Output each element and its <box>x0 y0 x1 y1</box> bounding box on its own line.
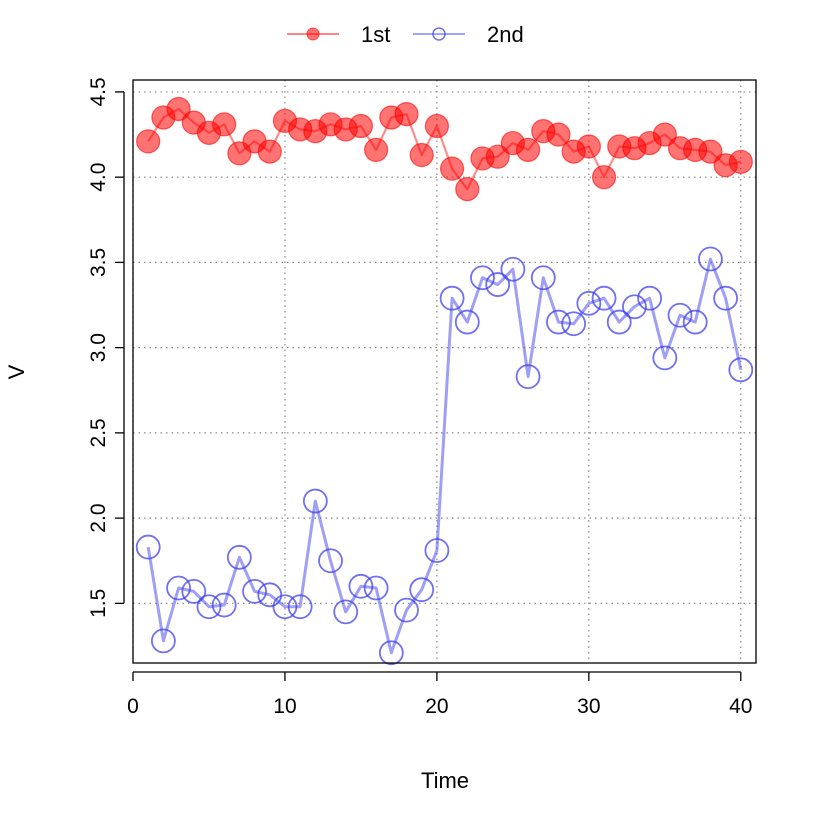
series-2-point <box>682 309 708 335</box>
series-2-point <box>561 311 587 337</box>
series-2-point <box>287 594 313 620</box>
series-2-point <box>454 309 480 335</box>
series-1-point <box>728 149 753 174</box>
series-1-point <box>409 142 434 168</box>
series-2-point <box>333 599 359 625</box>
series-1-point <box>424 113 450 139</box>
series-1-point <box>698 139 723 164</box>
series-1-point <box>455 176 480 202</box>
legend-label-2: 2nd <box>487 22 524 47</box>
series-2-point <box>226 544 252 570</box>
series-1-point <box>515 137 541 162</box>
series-2-point <box>424 538 450 563</box>
series-1-point <box>591 165 617 190</box>
series-2-point <box>348 573 374 599</box>
series-2-point <box>135 534 161 560</box>
series-2-point <box>196 594 222 620</box>
y-tick-label: 3.5 <box>87 248 110 277</box>
series-2-point <box>728 357 754 383</box>
series-2-point <box>409 577 435 603</box>
series-1-point <box>394 101 419 127</box>
series-2-point <box>622 294 647 320</box>
series-2-point <box>591 285 617 311</box>
series-2-point <box>698 246 723 272</box>
series-2-point <box>394 597 419 623</box>
series-1-point <box>136 129 161 154</box>
series-1-point <box>364 137 389 162</box>
x-tick-label: 30 <box>577 695 600 718</box>
x-tick-label: 20 <box>425 695 448 718</box>
series-1-point <box>166 96 191 122</box>
series-2-point <box>515 364 541 390</box>
x-tick-label: 10 <box>273 695 296 718</box>
y-tick-label: 3.0 <box>87 333 110 362</box>
y-tick-label: 1.5 <box>87 589 110 618</box>
x-tick-label: 40 <box>729 695 752 718</box>
series-2-point <box>272 594 298 620</box>
y-tick-label: 2.0 <box>87 504 110 533</box>
x-axis-title: Time <box>421 768 469 793</box>
legend-marker-2 <box>432 27 446 41</box>
series-2-point <box>485 272 511 297</box>
series-layer <box>135 96 754 666</box>
series-1-point <box>257 139 282 164</box>
series-2-point <box>439 285 465 311</box>
y-axis-title: V <box>4 364 29 379</box>
series-2-point <box>530 265 556 291</box>
series-2-point <box>546 309 571 335</box>
series-2-point <box>606 309 632 335</box>
series-2-point <box>257 582 283 608</box>
series-2-point <box>302 488 328 514</box>
series-1-point <box>652 122 677 147</box>
y-tick-label: 4.0 <box>87 163 110 192</box>
y-tick-label: 2.5 <box>87 418 110 447</box>
y-tick-label: 4.5 <box>87 77 110 106</box>
series-2-point <box>378 640 404 666</box>
series-1-point <box>485 144 510 169</box>
legend-marker-1 <box>306 27 320 41</box>
series-1-point <box>576 134 601 159</box>
series-2-point <box>470 265 495 291</box>
series-2-point <box>500 256 526 282</box>
series-2-point <box>318 548 343 574</box>
series-2-point <box>713 285 739 311</box>
y-axis: 1.5 2.0 2.5 3.0 3.5 4.0 4.5 <box>87 77 125 618</box>
series-2-point <box>181 579 207 604</box>
series-1-point <box>439 156 465 181</box>
plot-frame <box>132 79 757 664</box>
series-2-point <box>150 628 176 654</box>
series-line-2 <box>146 257 743 655</box>
series-1-point <box>212 112 237 137</box>
series-2-point <box>637 285 663 311</box>
legend: 1st 2nd <box>287 22 524 47</box>
series-1-point <box>546 122 571 147</box>
legend-label-1: 1st <box>361 22 390 47</box>
series-2-point <box>242 579 267 604</box>
series-2-point <box>166 575 191 601</box>
series-2-point <box>576 290 602 316</box>
x-axis: 0 10 20 30 40 <box>127 671 752 718</box>
x-tick-label: 0 <box>127 695 139 718</box>
series-1-point <box>348 113 374 139</box>
series-2-point <box>652 345 678 371</box>
series-2-point <box>363 575 389 601</box>
series-2-point <box>211 592 237 618</box>
series-2-point <box>667 302 693 328</box>
